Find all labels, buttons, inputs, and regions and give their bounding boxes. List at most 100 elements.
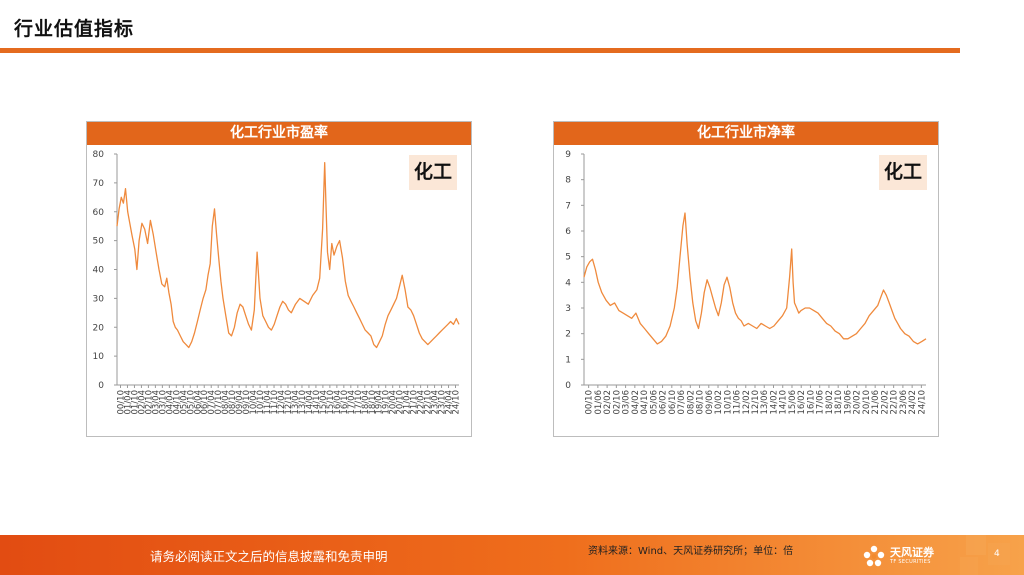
pe-x-tick-label: 23/10 bbox=[438, 390, 448, 415]
logo-name: 天风证券 bbox=[890, 545, 934, 559]
pb-x-tick-label: 24/02 bbox=[908, 390, 918, 415]
pb-x-tick-label: 15/06 bbox=[788, 390, 798, 415]
pe-x-tick-label: 21/10 bbox=[410, 390, 420, 415]
pe-x-tick-label: 07/04 bbox=[207, 390, 217, 415]
pe-x-tick-label: 15/04 bbox=[319, 390, 329, 415]
pe-x-tick-label: 13/04 bbox=[291, 390, 301, 415]
pe-x-tick-label: 06/04 bbox=[193, 390, 203, 415]
pe-x-tick-label: 17/04 bbox=[347, 390, 357, 415]
pe-x-tick-label: 10/04 bbox=[249, 390, 259, 415]
pe-x-tick-label: 24/10 bbox=[452, 390, 462, 415]
pe-x-tick-label: 02/04 bbox=[137, 390, 147, 415]
pe-chart-panel: 化工行业市盈率 0 10 20 30 40 50 60 70 80 00/10 01/04 01/10… bbox=[86, 121, 472, 437]
pe-x-tick-label: 17/10 bbox=[354, 390, 364, 415]
pe-x-tick-label: 12/04 bbox=[277, 390, 287, 415]
pe-y-tick-label: 10 bbox=[93, 352, 105, 362]
pe-x-tick-label: 21/04 bbox=[403, 390, 413, 415]
decorative-blocks bbox=[958, 535, 1024, 575]
pe-y-tick-label: 20 bbox=[93, 323, 105, 333]
pe-x-tick-label: 05/04 bbox=[179, 390, 189, 415]
pb-x-tick-label: 20/02 bbox=[853, 390, 863, 415]
pe-x-tick-label: 04/04 bbox=[165, 390, 175, 415]
pe-x-tick-label: 14/10 bbox=[312, 390, 322, 415]
pb-y-tick-label: 9 bbox=[565, 150, 571, 160]
pb-y-tick-label: 3 bbox=[565, 304, 571, 314]
pb-x-tick-label: 10/10 bbox=[723, 390, 733, 415]
pb-x-tick-label: 13/06 bbox=[760, 390, 770, 415]
pb-x-tick-label: 06/02 bbox=[659, 390, 669, 415]
pe-x-tick-label: 24/04 bbox=[445, 390, 455, 415]
pb-x-tick-label: 14/10 bbox=[779, 390, 789, 415]
pe-x-tick-label: 03/10 bbox=[158, 390, 168, 415]
pb-x-tick-label: 06/10 bbox=[668, 390, 678, 415]
pe-y-tick-label: 40 bbox=[93, 266, 105, 276]
pe-x-tick-label: 19/04 bbox=[375, 390, 385, 415]
page-number: 4 bbox=[994, 549, 1000, 559]
pe-x-tick-label: 20/04 bbox=[389, 390, 399, 415]
pb-x-tick-label: 09/06 bbox=[705, 390, 715, 415]
pb-x-tick-label: 04/10 bbox=[640, 390, 650, 415]
pb-x-tick-label: 17/06 bbox=[816, 390, 826, 415]
footer-disclaimer[interactable]: 请务必阅读正文之后的信息披露和免责申明 bbox=[150, 549, 388, 564]
pe-x-tick-label: 07/10 bbox=[214, 390, 224, 415]
logo-english: TF SECURITIES bbox=[890, 558, 931, 565]
pb-y-tick-label: 0 bbox=[565, 381, 571, 391]
pb-x-tick-label: 19/06 bbox=[843, 390, 853, 415]
pe-x-tick-label: 13/10 bbox=[298, 390, 308, 415]
pb-x-tick-label: 02/10 bbox=[612, 390, 622, 415]
pb-x-tick-label: 02/02 bbox=[603, 390, 613, 415]
pe-x-tick-label: 23/04 bbox=[431, 390, 441, 415]
pb-x-tick-label: 21/06 bbox=[871, 390, 881, 415]
pb-x-tick-label: 10/02 bbox=[714, 390, 724, 415]
pb-y-tick-label: 1 bbox=[565, 355, 571, 365]
pb-x-tick-label: 18/10 bbox=[834, 390, 844, 415]
pb-y-tick-label: 5 bbox=[565, 253, 571, 263]
pe-series-line bbox=[116, 162, 460, 349]
title-divider bbox=[0, 48, 960, 53]
pe-x-tick-label: 18/10 bbox=[368, 390, 378, 415]
pb-x-tick-label: 08/02 bbox=[686, 390, 696, 415]
pe-y-tick-label: 0 bbox=[98, 381, 104, 391]
pe-y-tick-label: 70 bbox=[93, 179, 105, 189]
pb-x-tick-label: 22/02 bbox=[880, 390, 890, 415]
pb-x-tick-label: 04/02 bbox=[631, 390, 641, 415]
pb-x-tick-label: 14/02 bbox=[769, 390, 779, 415]
pe-x-tick-label: 16/10 bbox=[340, 390, 350, 415]
pe-x-tick-label: 15/10 bbox=[326, 390, 336, 415]
pb-y-tick-label: 6 bbox=[565, 227, 571, 237]
pb-x-tick-label: 11/06 bbox=[733, 390, 743, 415]
pb-x-tick-label: 18/02 bbox=[825, 390, 835, 415]
pb-x-tick-label: 24/10 bbox=[917, 390, 927, 415]
pe-x-tick-label: 14/04 bbox=[305, 390, 315, 415]
pb-x-tick-label: 03/06 bbox=[622, 390, 632, 415]
footer-bar: 请务必阅读正文之后的信息披露和免责申明 资料来源：Wind、天风证券研究所；单位… bbox=[0, 535, 1024, 575]
pb-x-tick-label: 12/02 bbox=[742, 390, 752, 415]
pb-x-tick-label: 00/10 bbox=[585, 390, 595, 415]
pb-y-tick-label: 2 bbox=[565, 330, 571, 340]
pb-series-line bbox=[583, 212, 927, 345]
pe-x-tick-label: 01/04 bbox=[123, 390, 133, 415]
pb-y-tick-label: 7 bbox=[565, 201, 571, 211]
data-source-note: 资料来源：Wind、天风证券研究所；单位：倍 bbox=[588, 546, 794, 557]
pe-x-tick-label: 22/10 bbox=[424, 390, 434, 415]
pb-y-tick-label: 4 bbox=[565, 278, 571, 288]
pb-x-tick-label: 08/10 bbox=[696, 390, 706, 415]
pe-x-tick-label: 11/10 bbox=[270, 390, 280, 415]
pe-chart-plot: 0 10 20 30 40 50 60 70 80 00/1001/0401/1002/0402/… bbox=[93, 150, 462, 415]
pe-x-tick-label: 01/10 bbox=[130, 390, 140, 415]
pe-y-tick-label: 30 bbox=[93, 294, 105, 304]
pe-x-tick-label: 12/10 bbox=[284, 390, 294, 415]
pe-x-tick-label: 22/04 bbox=[417, 390, 427, 415]
pe-x-tick-label: 08/04 bbox=[221, 390, 231, 415]
pe-y-tick-label: 50 bbox=[93, 237, 105, 247]
pe-x-tick-label: 19/10 bbox=[382, 390, 392, 415]
pe-y-tick-label: 80 bbox=[93, 150, 105, 160]
pb-x-tick-label: 12/10 bbox=[751, 390, 761, 415]
pe-x-tick-label: 05/10 bbox=[186, 390, 196, 415]
pe-x-tick-label: 09/04 bbox=[235, 390, 245, 415]
pb-chart-panel: 化工行业市净率 0 1 2 3 4 5 6 7 8 9 00/10 01/06 02/02 02/10 03… bbox=[553, 121, 939, 437]
pb-x-tick-label: 20/10 bbox=[862, 390, 872, 415]
pe-y-tick-label: 60 bbox=[93, 208, 105, 218]
pb-x-tick-label: 07/06 bbox=[677, 390, 687, 415]
pe-x-tick-label: 06/10 bbox=[200, 390, 210, 415]
